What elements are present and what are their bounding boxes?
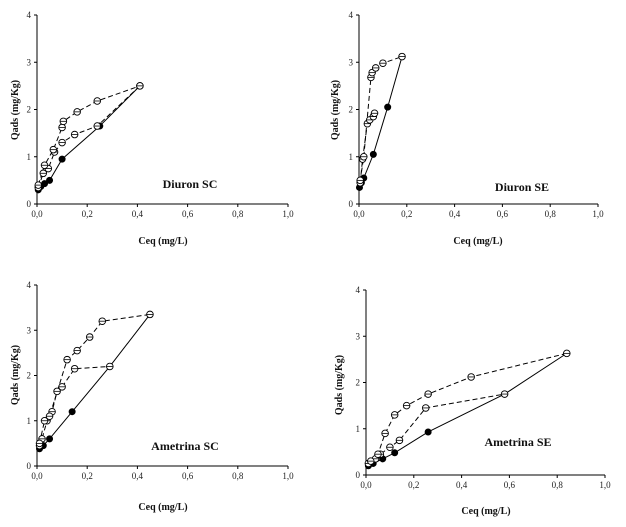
y-tick-label: 2 (349, 105, 354, 115)
x-tick-label: 0,0 (360, 480, 372, 490)
series-line-1 (39, 314, 151, 450)
y-tick-label: 1 (356, 424, 361, 434)
x-tick-label: 0,4 (132, 471, 144, 481)
data-point (68, 408, 76, 416)
panel-title: Diuron SE (495, 180, 549, 194)
y-tick-label: 1 (349, 152, 354, 162)
y-axis-title: Qads (mg/Kg) (330, 80, 341, 140)
y-tick-label: 3 (349, 57, 354, 67)
x-tick-label: 0,8 (232, 209, 244, 219)
chart-panel-3: 0,0 0,2 0,4 0,6 0,8 1,0 0 1 2 3 4 Ceq (mg/L) Qads (m… (10, 280, 294, 513)
series-line-2 (359, 113, 376, 183)
panel-title: Diuron SC (163, 177, 218, 191)
y-tick-label: 4 (349, 10, 354, 20)
x-tick-label: 1,0 (599, 480, 611, 490)
x-tick-label: 1,0 (282, 209, 294, 219)
chart-panel-1: 0,0 0,2 0,4 0,6 0,8 1,0 0 1 2 3 4 Ceq (mg/L) Qads (m… (10, 10, 294, 247)
x-tick-label: 0,0 (353, 209, 365, 219)
x-tick-label: 0,4 (449, 209, 461, 219)
y-tick-label: 1 (27, 152, 32, 162)
y-tick-label: 0 (27, 199, 32, 209)
data-point (46, 176, 54, 184)
panel-title: Ametrina SE (485, 435, 552, 449)
y-tick-label: 0 (356, 470, 361, 480)
x-tick-label: 0,6 (504, 480, 516, 490)
data-point (46, 435, 54, 443)
x-axis-title: Ceq (mg/L) (461, 506, 510, 517)
series-line-3 (39, 313, 151, 444)
x-tick-label: 0,2 (82, 209, 93, 219)
x-tick-label: 0,2 (82, 471, 93, 481)
x-tick-label: 0,8 (552, 480, 564, 490)
data-point (424, 428, 432, 436)
chart-panel-4: 0,0 0,2 0,4 0,6 0,8 1,0 0 1 2 3 4 Ceq (mg/L) Qads (m… (334, 285, 611, 517)
x-tick-label: 1,0 (282, 471, 294, 481)
data-point (384, 103, 392, 111)
y-tick-label: 3 (27, 57, 32, 67)
data-point (369, 150, 377, 158)
data-point (58, 155, 66, 163)
y-tick-label: 0 (349, 199, 354, 209)
x-tick-label: 0,4 (132, 209, 144, 219)
y-tick-label: 0 (27, 461, 32, 471)
x-tick-label: 0,0 (31, 471, 43, 481)
series-line-1 (37, 85, 141, 191)
y-axis-title: Qads (mg/Kg) (10, 80, 21, 140)
y-tick-label: 4 (356, 285, 361, 295)
x-tick-label: 0,0 (31, 209, 43, 219)
series-line-2 (39, 365, 110, 446)
y-tick-label: 3 (356, 331, 361, 341)
y-tick-label: 2 (356, 378, 361, 388)
y-tick-label: 1 (27, 416, 32, 426)
x-tick-label: 0,8 (545, 209, 557, 219)
x-tick-label: 0,2 (408, 480, 419, 490)
y-axis-title: Qads (mg/Kg) (334, 355, 345, 415)
y-axis-title: Qads (mg/Kg) (10, 345, 21, 405)
panel-title: Ametrina SC (151, 439, 219, 453)
chart-panel-2: 0,0 0,2 0,4 0,6 0,8 1,0 0 1 2 3 4 Ceq (mg/L) Qads (m… (330, 10, 604, 247)
x-axis-title: Ceq (mg/L) (138, 502, 187, 513)
y-tick-label: 4 (27, 10, 32, 20)
y-tick-label: 3 (27, 325, 32, 335)
series-line-3 (370, 352, 567, 462)
x-tick-label: 0,6 (182, 209, 194, 219)
y-tick-label: 4 (27, 280, 32, 290)
y-tick-label: 2 (27, 371, 32, 381)
x-tick-label: 0,8 (232, 471, 244, 481)
x-tick-label: 0,6 (182, 471, 194, 481)
y-tick-label: 2 (27, 105, 32, 115)
x-axis-title: Ceq (mg/L) (453, 236, 502, 247)
x-tick-label: 0,6 (497, 209, 509, 219)
data-point (391, 449, 399, 457)
x-tick-label: 1,0 (592, 209, 604, 219)
x-axis-title: Ceq (mg/L) (138, 236, 187, 247)
x-tick-label: 0,2 (401, 209, 412, 219)
x-tick-label: 0,4 (456, 480, 468, 490)
